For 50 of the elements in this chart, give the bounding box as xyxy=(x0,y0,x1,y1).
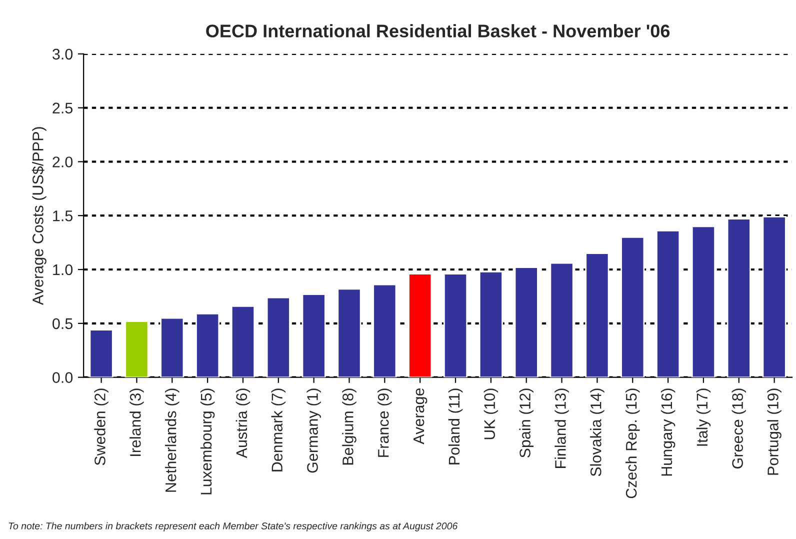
x-tick-label: Finland (13) xyxy=(554,388,569,468)
bar xyxy=(443,273,468,378)
x-tick-label: Czech Rep. (15) xyxy=(626,388,640,498)
x-tick-label: Spain (12) xyxy=(519,388,534,458)
x-tick-label: Sweden (2) xyxy=(94,388,108,466)
text: To note: The numbers in brackets represent each Member State's respective rankings as at August 2006 xyxy=(8,522,458,532)
x-tick-label: France (9) xyxy=(378,388,392,457)
bar xyxy=(408,273,432,378)
bar xyxy=(691,226,716,378)
x-tick-label: Average xyxy=(414,388,428,444)
x-tick-label: Netherlands (4) xyxy=(165,388,180,492)
x-tick-label: Poland (11) xyxy=(448,388,463,464)
bar xyxy=(302,294,326,378)
bar xyxy=(514,266,538,378)
bar xyxy=(196,313,220,378)
x-tick-label: Germany (1) xyxy=(306,388,321,473)
x-tick-label: Portugal (19) xyxy=(767,388,782,475)
y-tick-label: 1.0 xyxy=(53,264,73,276)
x-tick-label: Hungary (16) xyxy=(660,388,676,476)
bar xyxy=(89,329,114,378)
bar xyxy=(620,236,645,378)
y-axis-title: Average Costs (US$/PPP) xyxy=(32,127,46,306)
y-tick-label: 0.5 xyxy=(52,318,73,330)
x-tick-label: Ireland (3) xyxy=(130,388,144,456)
x-tick-label: Italy (17) xyxy=(696,388,711,446)
x-tick-label: Greece (18) xyxy=(732,388,746,468)
bar xyxy=(762,216,786,378)
bar xyxy=(230,305,256,378)
chart-title: OECD International Residential Basket - November '06 xyxy=(206,24,670,38)
y-tick-label: 2.0 xyxy=(52,156,73,168)
y-tick-label: 2.5 xyxy=(52,102,73,114)
y-tick-label: 0.0 xyxy=(52,372,73,383)
bar xyxy=(160,317,184,378)
x-tick-label: Slovakia (14) xyxy=(590,388,604,476)
x-tick-label: Austria (6) xyxy=(236,388,250,458)
bar xyxy=(337,288,362,378)
x-tick-label: Belgium (8) xyxy=(342,388,356,465)
x-tick-label: UK (10) xyxy=(484,388,498,440)
bar xyxy=(585,252,610,378)
bar xyxy=(726,218,751,378)
y-tick-label: 1.5 xyxy=(53,210,73,222)
x-tick-label: Denmark (7) xyxy=(271,388,286,472)
bar xyxy=(478,270,503,378)
bar xyxy=(656,230,680,378)
bar xyxy=(550,262,574,378)
y-tick-label: 3.0 xyxy=(52,48,73,60)
x-tick-label: Luxembourg (5) xyxy=(200,388,215,494)
bar xyxy=(266,296,290,378)
bar xyxy=(124,320,149,378)
bar xyxy=(372,284,397,378)
